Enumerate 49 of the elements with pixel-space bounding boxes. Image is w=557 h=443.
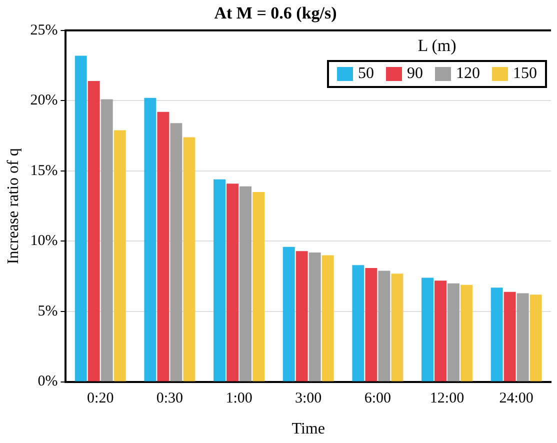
- bar: [100, 99, 113, 382]
- x-tick-label: 24:00: [499, 390, 534, 407]
- bar: [434, 280, 446, 382]
- x-axis-title: Time: [292, 420, 325, 438]
- x-tick-label: 3:00: [295, 390, 322, 407]
- bar: [391, 274, 404, 382]
- legend-title: L (m): [416, 36, 458, 56]
- x-tick-label: 12:00: [430, 390, 464, 407]
- legend-label: 50: [358, 65, 374, 84]
- bar: [460, 284, 472, 382]
- bar: [322, 255, 334, 382]
- bar: [422, 278, 434, 382]
- bar: [516, 293, 529, 382]
- bar: [530, 294, 542, 382]
- bar: [448, 283, 460, 382]
- y-axis-title: Increase ratio of q: [4, 148, 22, 264]
- y-tick-label: 25%: [30, 22, 58, 38]
- bar: [226, 184, 238, 382]
- bar: [352, 265, 364, 382]
- bar: [296, 251, 308, 382]
- x-tick-label: 0:30: [156, 390, 184, 407]
- x-tick-label: 1:00: [226, 390, 252, 407]
- bar: [240, 186, 252, 382]
- bar: [490, 288, 503, 382]
- y-tick-label: 15%: [30, 162, 58, 179]
- legend-label: 90: [407, 65, 423, 84]
- y-tick-label: 20%: [30, 92, 58, 109]
- bar: [144, 98, 156, 382]
- bar: [365, 268, 378, 382]
- legend-label: 120: [456, 65, 480, 84]
- y-tick-label: 5%: [38, 303, 58, 320]
- chart-title: At M = 0.6 (kg/s): [214, 4, 337, 23]
- legend-label: 150: [513, 65, 537, 84]
- bar: [88, 81, 100, 382]
- bar: [504, 292, 516, 382]
- bar: [114, 130, 126, 382]
- bar: [170, 123, 182, 382]
- y-tick-label: 0%: [38, 374, 58, 390]
- x-tick-label: 6:00: [364, 390, 392, 407]
- x-tick-label: 0:20: [87, 390, 114, 407]
- bar: [157, 112, 170, 382]
- bar: [378, 270, 390, 382]
- bar: [74, 56, 87, 382]
- bar: [308, 252, 321, 382]
- bar: [252, 192, 264, 382]
- bar: [282, 246, 295, 382]
- bar: [214, 179, 226, 382]
- bar: [183, 137, 196, 382]
- y-tick-label: 10%: [30, 233, 58, 250]
